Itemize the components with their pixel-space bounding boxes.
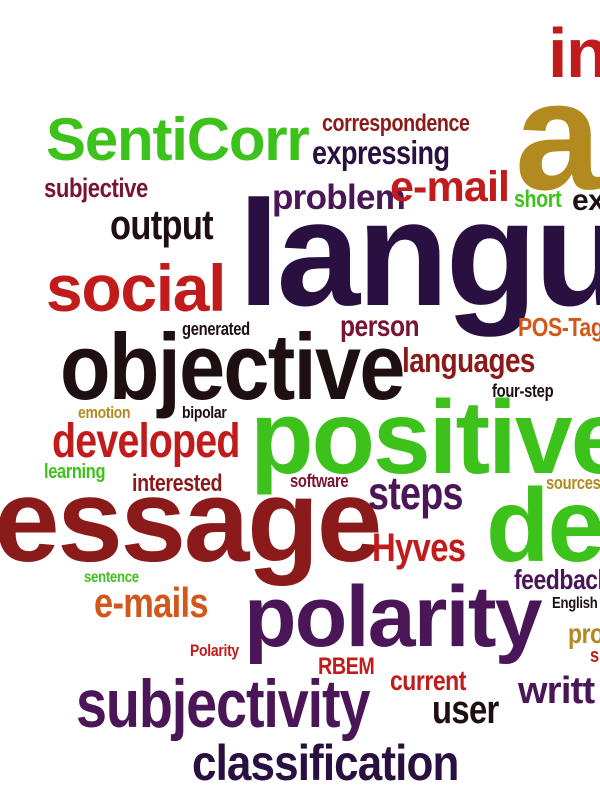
word-feedback: feedback [514,564,600,595]
word-essage: essage [0,455,382,587]
word-pos-tag: POS-Tag [518,312,600,342]
word-sentence: sentence [84,569,139,586]
word-expressing: expressing [312,134,450,171]
word-four-step: four-step [492,381,554,401]
word-emotion: emotion [78,403,131,422]
word-objective: objective [60,314,405,419]
word-s: s [590,645,599,667]
word-inp: inp [548,14,600,92]
word-writt: writt [518,670,595,712]
word-langua: langua [238,169,600,337]
word-problem: problem [272,178,406,217]
word-software: software [290,471,349,491]
word-sources: sources [546,473,600,493]
word-positive: positive [250,380,600,496]
word-hyves: Hyves [372,526,466,570]
word-interested: interested [132,470,223,497]
word-steps: steps [368,467,464,519]
word-polarity-small: Polarity [190,641,239,660]
word-polarity: polarity [244,569,543,665]
word-current: current [390,665,466,696]
word-social: social [46,251,227,325]
word-rbem: RBEM [318,653,375,680]
word-ex: ex [572,184,600,217]
word-person: person [340,310,420,343]
word-correspondence: correspondence [322,110,470,137]
word-english: English [552,595,598,612]
word-generated: generated [182,319,250,339]
word-e-mails: e-mails [94,579,209,626]
word-pro: pro [568,618,600,649]
word-e-mail: e-mail [390,163,510,211]
word-output: output [110,201,214,248]
word-languages: languages [402,342,535,380]
word-user: user [432,688,499,732]
word-subjectivity: subjectivity [76,666,371,742]
word-short: short [514,186,562,213]
word-bipolar: bipolar [182,403,227,422]
word-senticorr: SentiCorr [46,106,310,173]
word-det: det [486,468,600,584]
word-an: an [515,49,600,222]
word-learning: learning [44,461,106,483]
word-subjective: subjective [44,173,148,203]
word-developed: developed [52,415,240,468]
word-classification: classification [192,735,459,791]
